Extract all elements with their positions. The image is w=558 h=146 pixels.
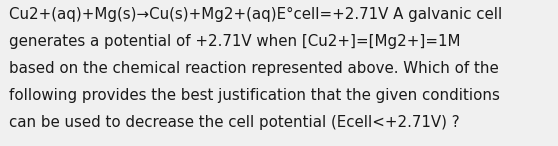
Text: can be used to decrease the cell potential (Ecell<+2.71V) ?: can be used to decrease the cell potenti… xyxy=(9,115,460,130)
Text: following provides the best justification that the given conditions: following provides the best justificatio… xyxy=(9,88,500,103)
Text: Cu2+(aq)+Mg(s)→Cu(s)+Mg2+(aq)E°cell=+2.71V A galvanic cell: Cu2+(aq)+Mg(s)→Cu(s)+Mg2+(aq)E°cell=+2.7… xyxy=(9,7,502,22)
Text: based on the chemical reaction represented above. Which of the: based on the chemical reaction represent… xyxy=(9,61,499,76)
Text: generates a potential of +2.71V when [Cu2+]=[Mg2+]=1M: generates a potential of +2.71V when [Cu… xyxy=(9,34,460,49)
